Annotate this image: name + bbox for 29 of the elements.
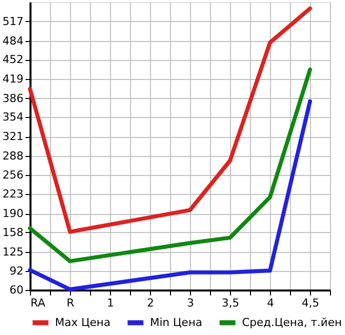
legend-label: Min Цена: [150, 316, 202, 329]
x-tick-label: 2: [147, 296, 154, 310]
y-tick-label: 60: [10, 284, 24, 296]
line-series: [28, 6, 312, 234]
y-tick-label: 256: [2, 168, 24, 182]
y-tick-label: 125: [2, 245, 24, 258]
x-tick-label: 1: [107, 296, 114, 310]
x-tick-label: 3: [187, 296, 194, 310]
x-tick-label: 3,5: [222, 296, 240, 310]
y-tick-label: 321: [2, 130, 24, 144]
x-tick-label: 4: [267, 296, 274, 310]
y-tick-label: 92: [10, 264, 24, 278]
y-tick-label: 386: [2, 92, 24, 105]
y-tick-label: 354: [2, 110, 24, 124]
line-series: [28, 99, 312, 292]
y-tick-label: 517: [2, 14, 24, 28]
x-tick-label: R: [66, 296, 75, 310]
legend-label: Сред.Цена, т.йен: [242, 316, 342, 329]
line-series: [28, 68, 312, 264]
y-tick-label: 484: [2, 34, 24, 48]
y-tick-label: 190: [2, 207, 24, 220]
y-tick-label: 158: [2, 226, 24, 239]
x-tick-label: 4,5: [302, 296, 320, 310]
y-tick-label: 452: [2, 53, 24, 66]
y-tick-label: 288: [2, 149, 24, 162]
y-tick-label: 419: [2, 72, 24, 86]
legend-label: Max Цена: [55, 316, 110, 329]
y-tick-label: 223: [2, 188, 24, 201]
x-tick-label: RA: [30, 296, 46, 310]
